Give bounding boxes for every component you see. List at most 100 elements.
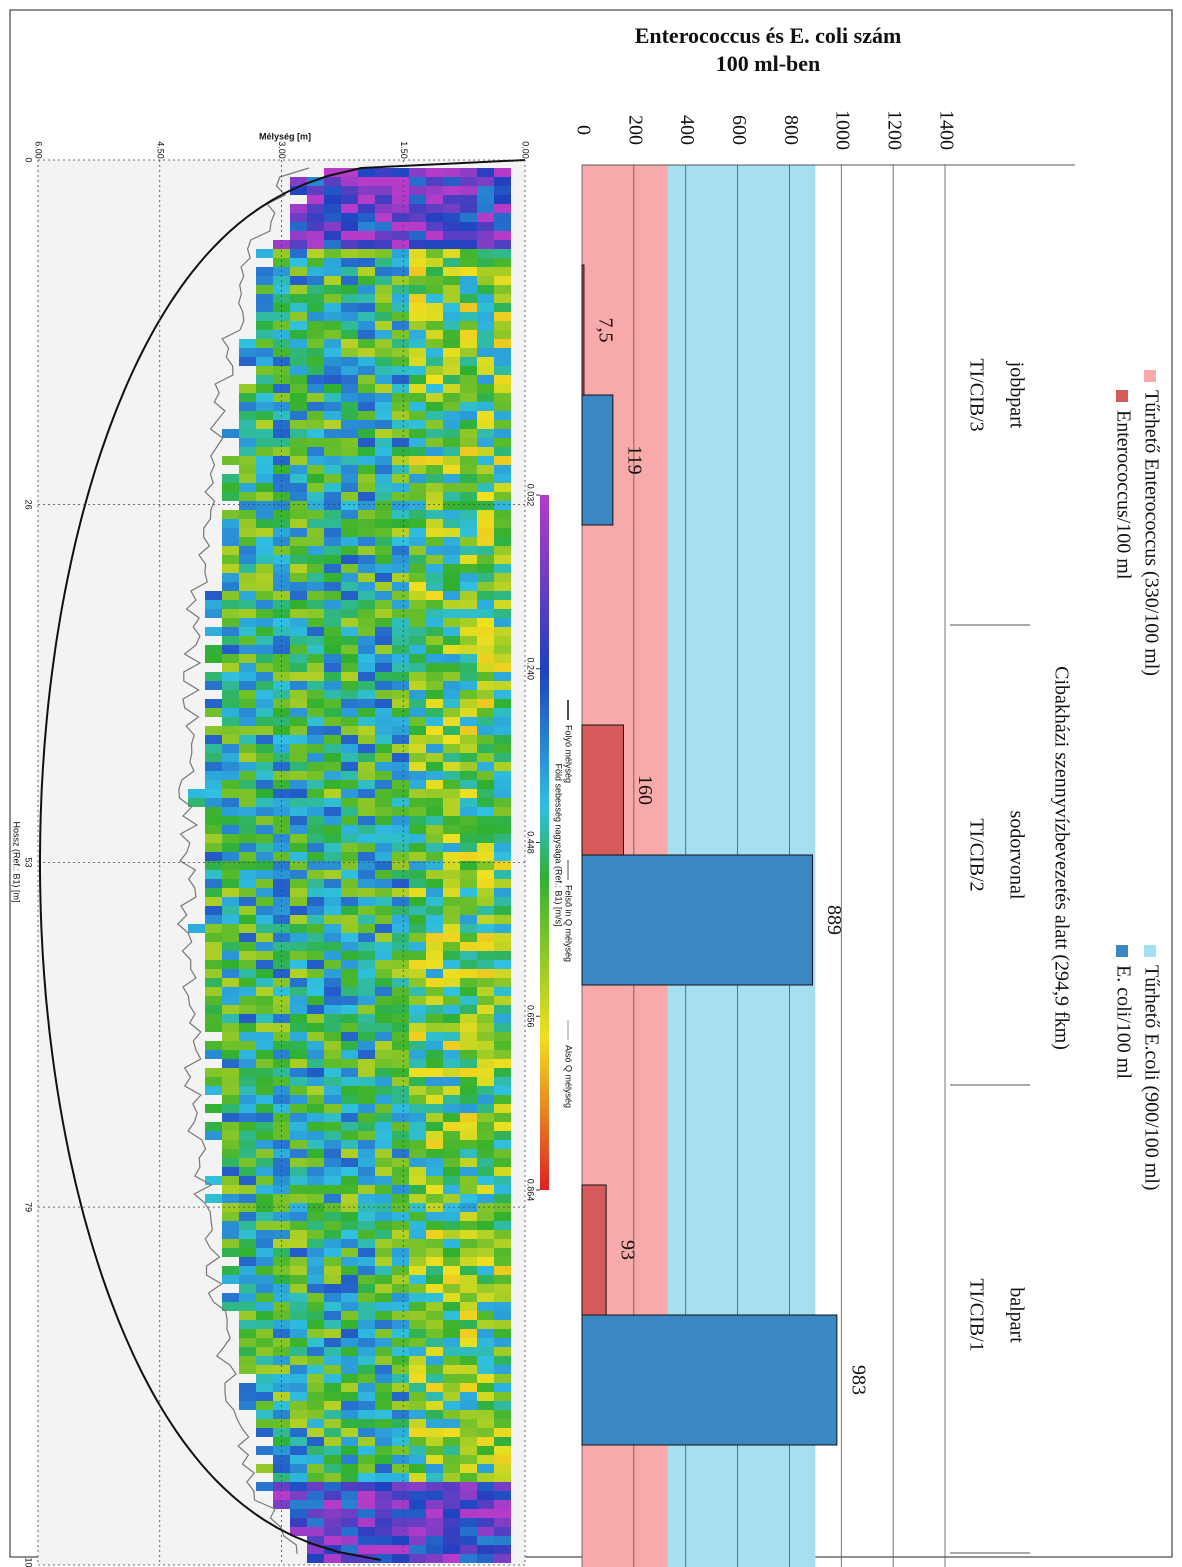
heatmap-cell — [307, 456, 324, 465]
heatmap-cell — [324, 1482, 341, 1491]
heatmap-cell — [273, 978, 290, 987]
heatmap-cell — [477, 573, 494, 582]
heatmap-cell — [443, 771, 460, 780]
heatmap-cell — [460, 1473, 477, 1482]
heatmap-cell — [205, 591, 222, 600]
heatmap-cell — [273, 1374, 290, 1383]
heatmap-cell — [494, 1167, 511, 1176]
heatmap-cell — [290, 1392, 307, 1401]
heatmap-cell — [392, 465, 409, 474]
heatmap-cell — [426, 753, 443, 762]
legend-swatch — [1144, 945, 1156, 957]
heatmap-cell — [477, 357, 494, 366]
heatmap-cell — [375, 249, 392, 258]
heatmap-cell — [273, 1473, 290, 1482]
heatmap-cell — [307, 1158, 324, 1167]
heatmap-cell — [460, 1401, 477, 1410]
heatmap-cell — [375, 420, 392, 429]
heatmap-cell — [477, 366, 494, 375]
heatmap-cell — [426, 357, 443, 366]
heatmap-cell — [460, 672, 477, 681]
heatmap-cell — [324, 276, 341, 285]
heatmap-cell — [409, 1311, 426, 1320]
heatmap-cell — [358, 645, 375, 654]
heatmap-cell — [358, 735, 375, 744]
heatmap-cell — [392, 1023, 409, 1032]
heatmap-cell — [256, 1257, 273, 1266]
heatmap-cell — [443, 213, 460, 222]
data-label: 93 — [617, 1240, 639, 1260]
heatmap-cell — [324, 1464, 341, 1473]
heatmap-cell — [426, 1086, 443, 1095]
heatmap-cell — [256, 1221, 273, 1230]
heatmap-cell — [460, 906, 477, 915]
heatmap-cell — [358, 960, 375, 969]
heatmap-cell — [205, 834, 222, 843]
heatmap-cell — [426, 1311, 443, 1320]
heatmap-cell — [222, 681, 239, 690]
heatmap-cell — [358, 1311, 375, 1320]
heatmap-cell — [324, 501, 341, 510]
heatmap-cell — [392, 474, 409, 483]
heatmap-cell — [460, 339, 477, 348]
heatmap-cell — [273, 870, 290, 879]
heatmap-cell — [256, 546, 273, 555]
heatmap-cell — [426, 231, 443, 240]
heatmap-cell — [426, 888, 443, 897]
heatmap-cell — [426, 1113, 443, 1122]
heatmap-cell — [341, 1023, 358, 1032]
heatmap-cell — [409, 177, 426, 186]
heatmap-cell — [460, 1077, 477, 1086]
heatmap-cell — [307, 1257, 324, 1266]
heatmap-cell — [426, 1059, 443, 1068]
heatmap-cell — [460, 924, 477, 933]
heatmap-cell — [460, 546, 477, 555]
heatmap-cell — [494, 1320, 511, 1329]
heatmap-cell — [460, 1545, 477, 1554]
heatmap-cell — [307, 861, 324, 870]
heatmap-cell — [426, 501, 443, 510]
heatmap-cell — [477, 1023, 494, 1032]
heatmap-cell — [477, 429, 494, 438]
heatmap-cell — [409, 978, 426, 987]
heatmap-cell — [358, 1203, 375, 1212]
heatmap-cell — [290, 1005, 307, 1014]
heatmap-cell — [443, 870, 460, 879]
heatmap-cell — [239, 708, 256, 717]
heatmap-cell — [375, 1293, 392, 1302]
heatmap-cell — [494, 348, 511, 357]
heatmap-cell — [256, 483, 273, 492]
heatmap-cell — [426, 1491, 443, 1500]
heatmap-cell — [256, 897, 273, 906]
heatmap-cell — [358, 1392, 375, 1401]
heatmap-cell — [460, 1122, 477, 1131]
heatmap-cell — [324, 717, 341, 726]
heatmap-cell — [256, 537, 273, 546]
heatmap-cell — [358, 1140, 375, 1149]
heatmap-cell — [256, 1293, 273, 1302]
heatmap-cell — [392, 789, 409, 798]
heatmap-cell — [273, 600, 290, 609]
heatmap-cell — [239, 1041, 256, 1050]
heatmap-cell — [443, 1068, 460, 1077]
heatmap-cell — [239, 1284, 256, 1293]
heatmap-cell — [256, 1149, 273, 1158]
heatmap-cell — [426, 1509, 443, 1518]
heatmap-cell — [256, 1284, 273, 1293]
heatmap-cell — [290, 1221, 307, 1230]
heatmap-cell — [358, 1491, 375, 1500]
heatmap-cell — [205, 1104, 222, 1113]
heatmap-cell — [375, 951, 392, 960]
heatmap-cell — [494, 654, 511, 663]
heatmap-cell — [273, 555, 290, 564]
heatmap-cell — [494, 1014, 511, 1023]
heatmap-cell — [324, 348, 341, 357]
heatmap-cell — [409, 1185, 426, 1194]
heatmap-cell — [443, 1365, 460, 1374]
heatmap-cell — [358, 1257, 375, 1266]
heatmap-cell — [477, 1320, 494, 1329]
heatmap-cell — [341, 591, 358, 600]
heatmap-cell — [358, 654, 375, 663]
heatmap-cell — [273, 285, 290, 294]
heatmap-cell — [443, 1257, 460, 1266]
